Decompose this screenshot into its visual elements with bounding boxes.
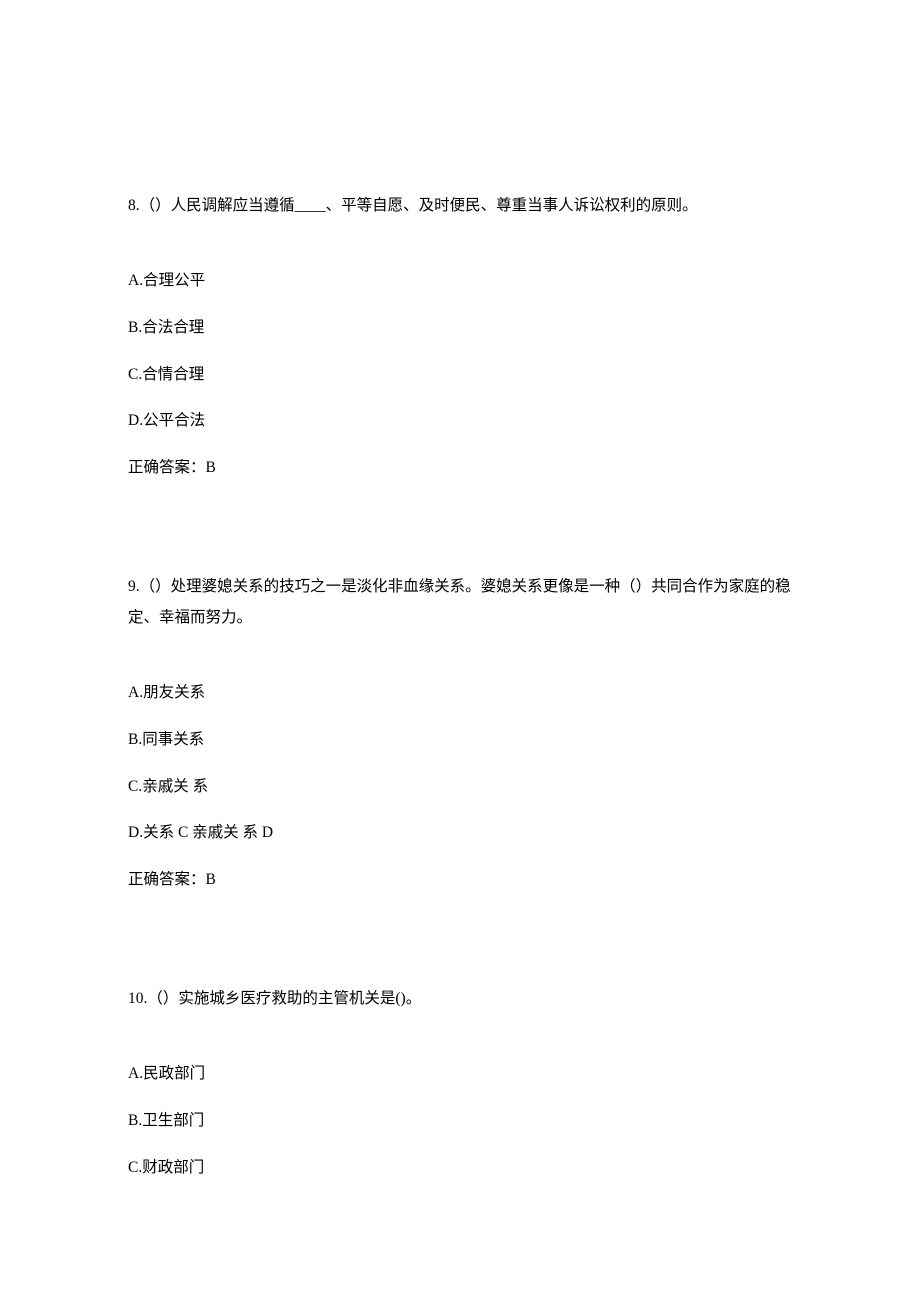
question-content: （）人民调解应当遵循____、平等自愿、及时便民、尊重当事人诉讼权利的原则。	[140, 197, 698, 214]
option-c: C.合情合理	[128, 363, 792, 388]
question-number: 9.	[128, 578, 140, 595]
question-block-8: 8.（）人民调解应当遵循____、平等自愿、及时便民、尊重当事人诉讼权利的原则。…	[128, 190, 792, 481]
option-b: B.卫生部门	[128, 1109, 792, 1134]
option-d: D.关系 C 亲戚关 系 D	[128, 821, 792, 846]
option-a: A.合理公平	[128, 269, 792, 294]
option-b: B.同事关系	[128, 728, 792, 753]
question-text: 10.（）实施城乡医疗救助的主管机关是()。	[128, 983, 792, 1014]
option-a: A.朋友关系	[128, 681, 792, 706]
option-a: A.民政部门	[128, 1062, 792, 1087]
question-content: （）实施城乡医疗救助的主管机关是()。	[147, 990, 421, 1007]
question-number: 8.	[128, 197, 140, 214]
question-block-9: 9.（）处理婆媳关系的技巧之一是淡化非血缘关系。婆媳关系更像是一种（）共同合作为…	[128, 571, 792, 893]
correct-answer: 正确答案：B	[128, 456, 792, 481]
question-text: 8.（）人民调解应当遵循____、平等自愿、及时便民、尊重当事人诉讼权利的原则。	[128, 190, 792, 221]
question-text: 9.（）处理婆媳关系的技巧之一是淡化非血缘关系。婆媳关系更像是一种（）共同合作为…	[128, 571, 792, 633]
option-c: C.亲戚关 系	[128, 775, 792, 800]
question-content: （）处理婆媳关系的技巧之一是淡化非血缘关系。婆媳关系更像是一种（）共同合作为家庭…	[128, 578, 791, 626]
question-number: 10.	[128, 990, 147, 1007]
option-c: C.财政部门	[128, 1156, 792, 1181]
option-d: D.公平合法	[128, 409, 792, 434]
correct-answer: 正确答案：B	[128, 868, 792, 893]
question-block-10: 10.（）实施城乡医疗救助的主管机关是()。 A.民政部门 B.卫生部门 C.财…	[128, 983, 792, 1180]
option-b: B.合法合理	[128, 316, 792, 341]
